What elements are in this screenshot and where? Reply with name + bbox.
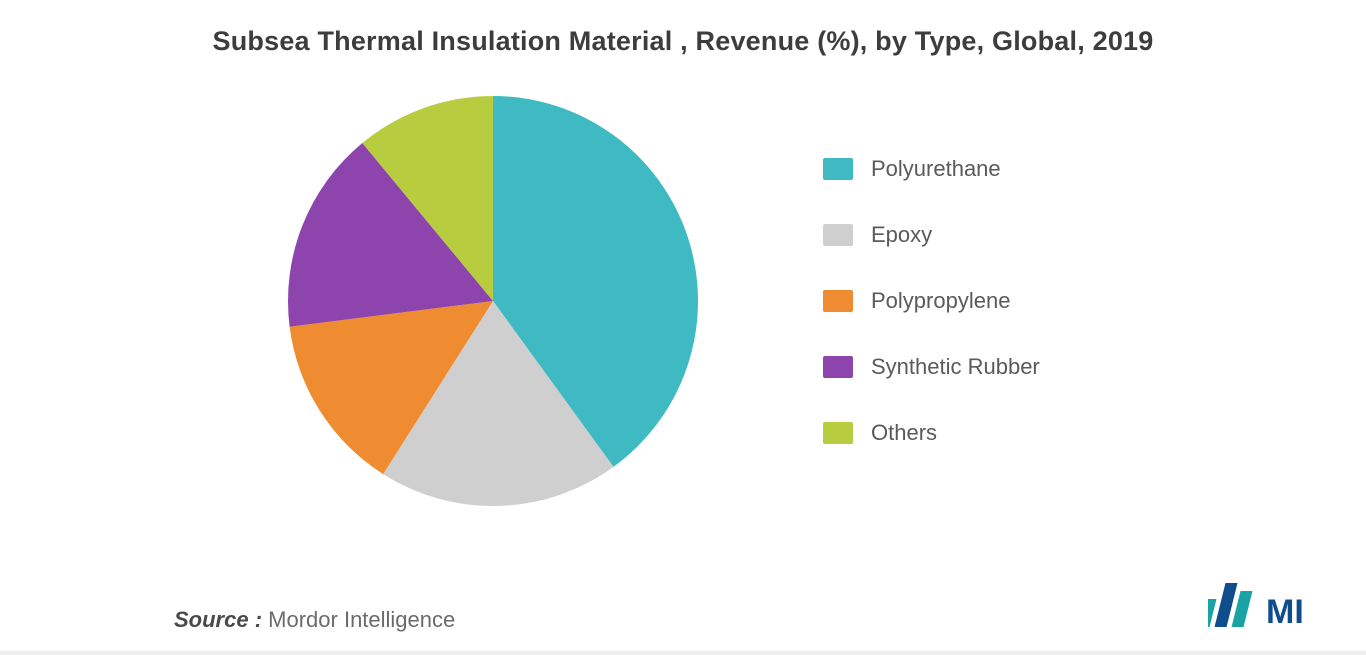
chart-container: Subsea Thermal Insulation Material , Rev… (0, 0, 1366, 655)
legend-item-polyurethane: Polyurethane (823, 156, 1083, 182)
legend-swatch (823, 356, 853, 378)
source-line: Source : Mordor Intelligence (174, 607, 455, 633)
legend-item-polypropylene: Polypropylene (823, 288, 1083, 314)
legend-swatch (823, 158, 853, 180)
logo-text: MI (1266, 593, 1304, 631)
legend-item-synthetic-rubber: Synthetic Rubber (823, 354, 1083, 380)
legend-label: Others (871, 420, 937, 446)
source-label: Source : (174, 607, 262, 632)
legend-swatch (823, 224, 853, 246)
source-value: Mordor Intelligence (268, 607, 455, 632)
legend-label: Synthetic Rubber (871, 354, 1040, 380)
legend-swatch (823, 290, 853, 312)
bottom-border (0, 651, 1366, 655)
legend-item-epoxy: Epoxy (823, 222, 1083, 248)
legend: Polyurethane Epoxy Polypropylene Synthetic … (823, 156, 1083, 446)
footer: Source : Mordor Intelligence MI (0, 577, 1366, 633)
chart-row: Polyurethane Epoxy Polypropylene Synthetic … (36, 91, 1330, 511)
legend-item-others: Others (823, 420, 1083, 446)
logo-bar-icon (1208, 599, 1217, 627)
brand-logo: MI (1208, 577, 1318, 633)
legend-label: Polypropylene (871, 288, 1010, 314)
legend-label: Epoxy (871, 222, 932, 248)
legend-label: Polyurethane (871, 156, 1001, 182)
chart-title: Subsea Thermal Insulation Material , Rev… (36, 26, 1330, 57)
logo-bar-icon (1232, 591, 1253, 627)
legend-swatch (823, 422, 853, 444)
pie-chart (283, 91, 703, 511)
